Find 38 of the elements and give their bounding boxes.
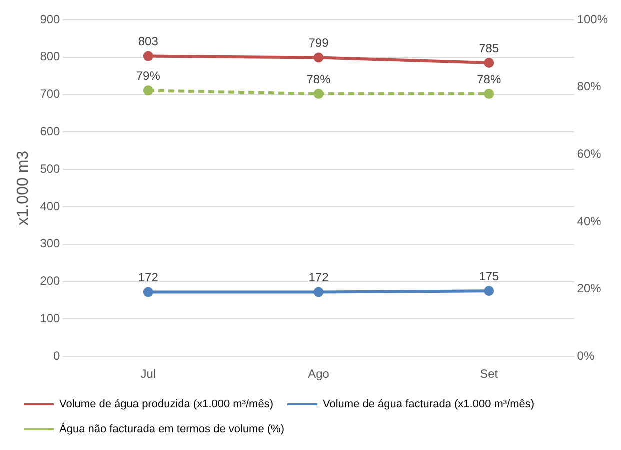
legend-label: Volume de água produzida (x1.000 m³/mês)	[60, 398, 274, 411]
x-tick-label: Jul	[140, 367, 156, 382]
data-label: 78%	[306, 72, 332, 86]
legend-label: Água não facturada em termos de volume (%)	[60, 422, 285, 436]
y2-tick-label: 60%	[577, 146, 602, 161]
y2-tick-label: 100%	[577, 12, 608, 26]
data-label: 172	[308, 270, 330, 285]
y-tick-label: 300	[40, 236, 61, 251]
y-tick-label: 700	[40, 87, 61, 102]
y2-tick-label: 80%	[577, 80, 602, 94]
y-tick-label: 0	[54, 348, 61, 363]
y-tick-label: 600	[40, 124, 61, 139]
y-tick-label: 900	[40, 12, 61, 26]
y-tick-label: 200	[40, 274, 61, 288]
data-label: 79%	[136, 69, 161, 83]
x-tick-label: Set	[480, 367, 499, 382]
data-label: 78%	[477, 72, 502, 86]
y-tick-label: 100	[40, 312, 61, 326]
y-axis-title: x1.000 m3	[15, 150, 32, 226]
y2-tick-label: 20%	[577, 282, 602, 296]
data-label: 172	[138, 270, 159, 285]
data-label: 799	[308, 36, 330, 50]
point	[314, 287, 324, 298]
point	[143, 51, 154, 62]
x-tick-label: Ago	[308, 367, 330, 382]
legend-label: Volume de água facturada (x1.000 m³/mês)	[323, 398, 535, 411]
point	[143, 287, 154, 298]
data-label: 785	[479, 41, 500, 56]
point	[484, 58, 494, 68]
y-tick-label: 500	[40, 162, 61, 176]
point	[484, 286, 494, 296]
point	[314, 52, 324, 63]
data-label: 803	[138, 34, 159, 49]
y2-tick-label: 40%	[577, 214, 602, 228]
data-label: 175	[479, 269, 500, 284]
y-tick-label: 800	[40, 50, 61, 64]
y2-tick-label: 0%	[577, 348, 595, 363]
y-tick-label: 400	[40, 199, 61, 214]
